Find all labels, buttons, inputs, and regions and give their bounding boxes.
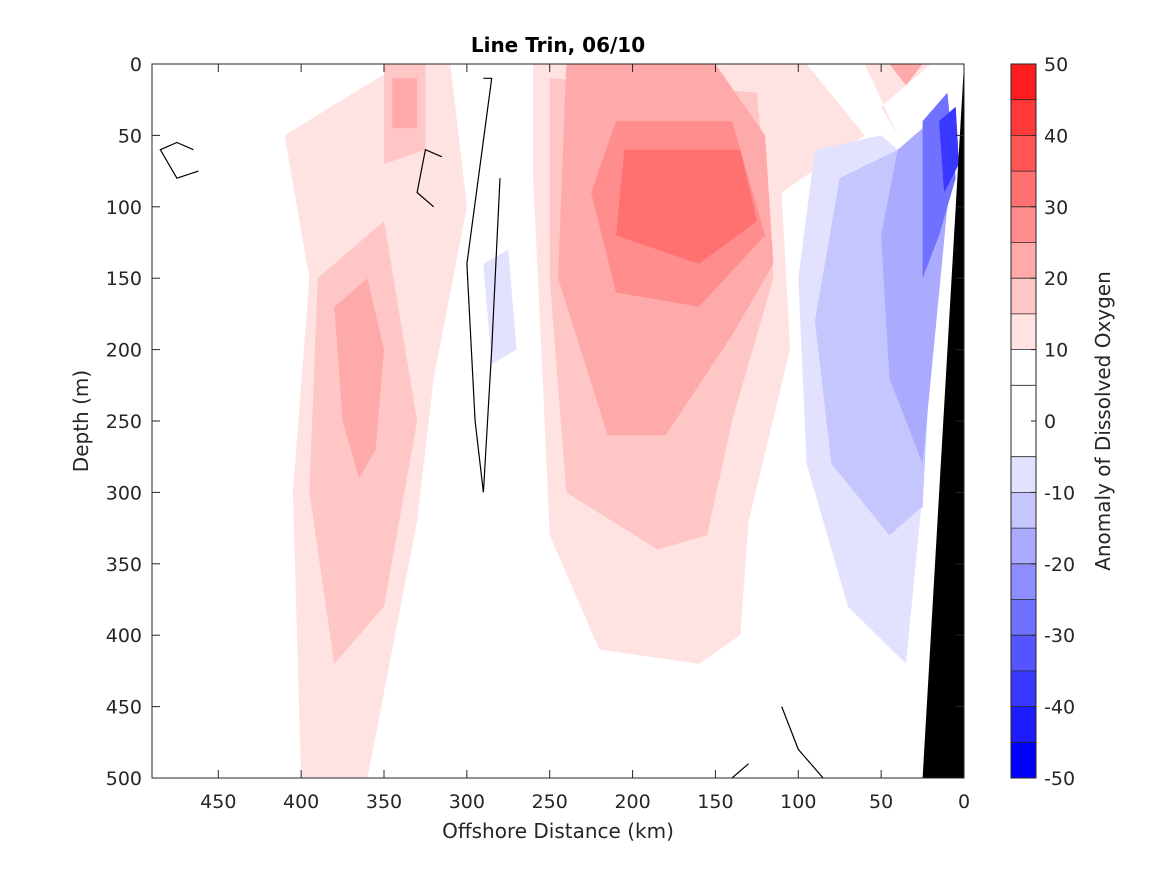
contour-region-12: [889, 64, 923, 86]
y-tick-label: 150: [106, 268, 142, 290]
colorbar-band: [1011, 492, 1036, 529]
land-mask-shape: [922, 64, 964, 778]
colorbar-tick-label: -20: [1044, 554, 1075, 576]
y-tick-label: 200: [106, 340, 142, 362]
zero-contour-lines: [159, 77, 824, 778]
colorbar-tick-label: -10: [1044, 482, 1075, 504]
colorbar-tick-label: 50: [1044, 54, 1068, 76]
x-tick-label: 100: [780, 791, 816, 813]
y-tick-label: 0: [130, 54, 142, 76]
colorbar-tick-label: -50: [1044, 768, 1075, 790]
y-tick-label: 450: [106, 697, 142, 719]
colorbar-band: [1011, 64, 1036, 100]
colorbar: 50 40 30 20 10 0 -10 -20 -30 -40 -50: [1010, 54, 1075, 790]
contour-region-4: [392, 78, 418, 129]
x-tick-label: 150: [697, 791, 733, 813]
colorbar-tick-label: 10: [1044, 340, 1068, 362]
x-tick-label: 200: [614, 791, 650, 813]
x-tick-label: 250: [532, 791, 568, 813]
colorbar-band: [1011, 670, 1036, 707]
contour-region-5: [334, 278, 384, 479]
colorbar-tick-label: 0: [1044, 411, 1056, 433]
colorbar-tick-label: -30: [1044, 625, 1075, 647]
contour-region-0: [152, 64, 326, 778]
colorbar-band: [1011, 742, 1036, 778]
x-tick-label: 0: [958, 791, 970, 813]
chart-title: Line Trin, 06/10: [471, 33, 645, 57]
colorbar-band: [1011, 706, 1036, 743]
colorbar-band: [1011, 456, 1036, 493]
y-tick-label: 100: [106, 197, 142, 219]
x-axis: 450 400 350 300 250 200 150 100 50 0: [200, 64, 970, 813]
colorbar-tick-label: 30: [1044, 197, 1068, 219]
colorbar-band: [1011, 278, 1036, 314]
x-tick-label: 350: [366, 791, 402, 813]
colorbar-band: [1011, 242, 1036, 279]
colorbar-label: Anomaly of Dissolved Oxygen: [1091, 271, 1115, 571]
contour-region-17: [939, 106, 959, 193]
colorbar-band: [1011, 313, 1036, 350]
colorbar-band: [1011, 349, 1036, 386]
land-mask: [922, 64, 964, 778]
colorbar-tick-label: -40: [1044, 697, 1075, 719]
x-tick-label: 50: [869, 791, 893, 813]
colorbar-band: [1011, 135, 1036, 172]
y-axis: 0 50 100 150 200 250 300 350 400 450 500: [106, 54, 964, 790]
colorbar-tick-label: 20: [1044, 268, 1068, 290]
y-tick-label: 500: [106, 768, 142, 790]
y-tick-label: 250: [106, 411, 142, 433]
y-tick-label: 300: [106, 482, 142, 504]
colorbar-band: [1011, 563, 1036, 600]
x-tick-label: 300: [449, 791, 485, 813]
colorbar-band: [1011, 99, 1036, 136]
zero-contour-3: [781, 706, 824, 778]
colorbar-band: [1011, 206, 1036, 243]
zero-contour-0: [159, 141, 199, 179]
contour-region-10: [616, 149, 757, 264]
y-tick-label: 400: [106, 625, 142, 647]
colorbar-tick-label: 40: [1044, 125, 1068, 147]
y-tick-label: 50: [118, 125, 142, 147]
zero-contour-2: [466, 77, 501, 493]
colorbar-band: [1011, 171, 1036, 207]
y-axis-label: Depth (m): [69, 370, 93, 472]
contour-region-18: [483, 249, 517, 364]
x-tick-label: 400: [283, 791, 319, 813]
x-tick-label: 450: [200, 791, 236, 813]
colorbar-band: [1011, 635, 1036, 671]
zero-contour-4: [731, 763, 749, 778]
zero-contour-1: [416, 148, 443, 208]
y-tick-label: 350: [106, 554, 142, 576]
colorbar-band: [1011, 528, 1036, 564]
contour-fills: [152, 64, 959, 778]
colorbar-band: [1011, 599, 1036, 636]
contour-region-11: [864, 64, 931, 136]
x-axis-label: Offshore Distance (km): [442, 819, 674, 843]
